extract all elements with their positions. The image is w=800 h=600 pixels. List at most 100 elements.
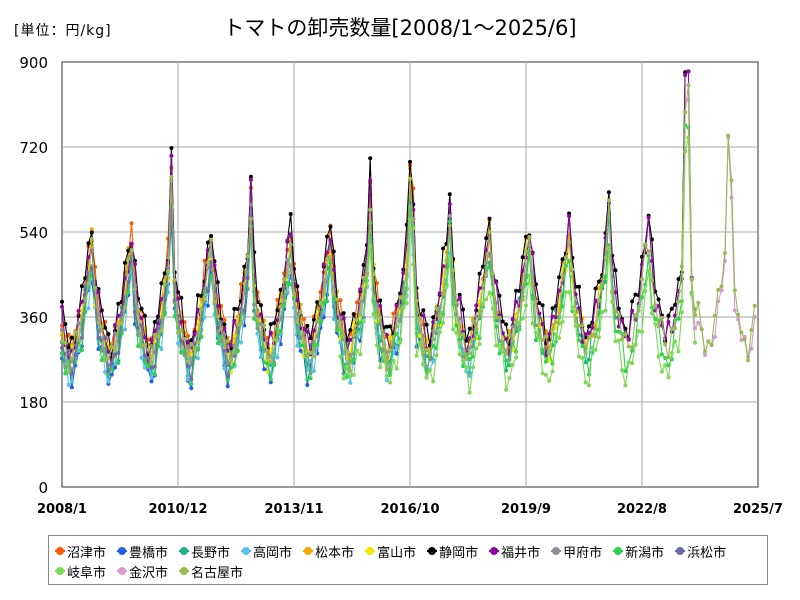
data-point <box>421 333 426 338</box>
data-point <box>179 319 184 324</box>
data-point <box>394 351 399 356</box>
data-point <box>550 361 555 366</box>
data-point <box>136 309 141 314</box>
data-point <box>587 324 591 329</box>
data-point <box>384 332 389 337</box>
data-point <box>587 357 591 362</box>
data-point <box>265 355 270 360</box>
data-point <box>83 288 88 292</box>
data-point <box>185 364 190 369</box>
data-point <box>507 328 512 333</box>
data-point <box>199 334 204 339</box>
data-point <box>69 335 74 340</box>
series-line <box>61 124 696 384</box>
data-point <box>189 342 194 347</box>
data-point <box>573 292 578 297</box>
data-point <box>514 288 519 293</box>
data-point <box>739 330 744 335</box>
data-point <box>537 301 542 305</box>
data-point <box>467 351 472 356</box>
data-point <box>149 379 154 384</box>
data-point <box>504 368 509 373</box>
data-point <box>60 350 64 355</box>
data-point <box>152 320 157 324</box>
data-point <box>268 377 273 382</box>
data-point <box>626 344 631 349</box>
data-point <box>550 327 555 332</box>
data-point <box>199 297 204 302</box>
data-point <box>295 319 300 324</box>
data-point <box>676 316 681 321</box>
data-point <box>99 325 104 329</box>
data-point <box>394 324 399 329</box>
data-point <box>742 337 747 342</box>
data-point <box>172 314 177 319</box>
data-point <box>149 360 154 365</box>
data-point <box>633 292 638 297</box>
data-point <box>152 364 157 369</box>
data-point <box>159 347 164 351</box>
data-point <box>232 306 237 311</box>
data-point <box>401 300 406 305</box>
data-point <box>242 264 247 269</box>
data-point <box>142 342 147 347</box>
legend-item: 沼津市 <box>55 541 106 561</box>
data-point <box>616 312 621 317</box>
data-point <box>272 337 277 342</box>
data-point <box>325 250 330 255</box>
data-point <box>504 337 509 341</box>
data-point <box>285 257 290 262</box>
data-point <box>557 288 562 293</box>
data-point <box>563 255 568 260</box>
data-point <box>146 347 151 352</box>
data-point <box>252 283 257 288</box>
data-point <box>434 331 439 336</box>
data-point <box>116 313 121 318</box>
data-point <box>451 327 456 332</box>
data-point <box>195 356 200 361</box>
data-point <box>305 323 310 328</box>
data-point <box>142 361 147 365</box>
data-point <box>76 337 81 342</box>
legend-items: 沼津市 豊橋市 長野市 高岡市 松本市 富山市 静岡市 福井市 甲府市 新潟市 浜松市 岐阜市 金沢市 名… <box>49 536 767 581</box>
data-point <box>189 386 194 391</box>
data-point <box>311 369 316 373</box>
data-point <box>86 272 91 277</box>
data-point <box>351 373 356 377</box>
data-point <box>255 317 260 321</box>
data-point <box>358 287 363 292</box>
data-point <box>596 286 601 291</box>
data-point <box>321 315 326 320</box>
data-point <box>533 338 538 343</box>
legend-swatch <box>551 547 562 555</box>
data-point <box>222 366 227 371</box>
data-point <box>149 343 154 348</box>
data-point <box>494 280 499 285</box>
data-point <box>507 332 512 337</box>
data-point <box>434 353 439 358</box>
data-point <box>693 326 697 331</box>
data-point <box>577 338 581 343</box>
data-point <box>603 255 608 260</box>
data-point <box>348 369 353 374</box>
data-point <box>520 268 525 273</box>
data-point <box>587 336 591 341</box>
y-tick-label: 180 <box>19 394 48 412</box>
data-point <box>600 310 605 315</box>
data-point <box>60 299 64 304</box>
data-point <box>195 346 200 351</box>
legend-label: 長野市 <box>191 545 231 561</box>
data-point <box>596 335 601 340</box>
data-point <box>441 246 446 251</box>
data-point <box>79 284 84 289</box>
series <box>60 83 757 375</box>
series <box>338 135 697 395</box>
legend-swatch <box>303 547 314 555</box>
data-point <box>311 354 316 359</box>
data-point <box>464 365 469 370</box>
data-point <box>66 348 71 353</box>
data-point <box>669 351 674 356</box>
data-point <box>540 303 545 308</box>
data-point <box>123 305 127 310</box>
data-point <box>371 272 376 277</box>
